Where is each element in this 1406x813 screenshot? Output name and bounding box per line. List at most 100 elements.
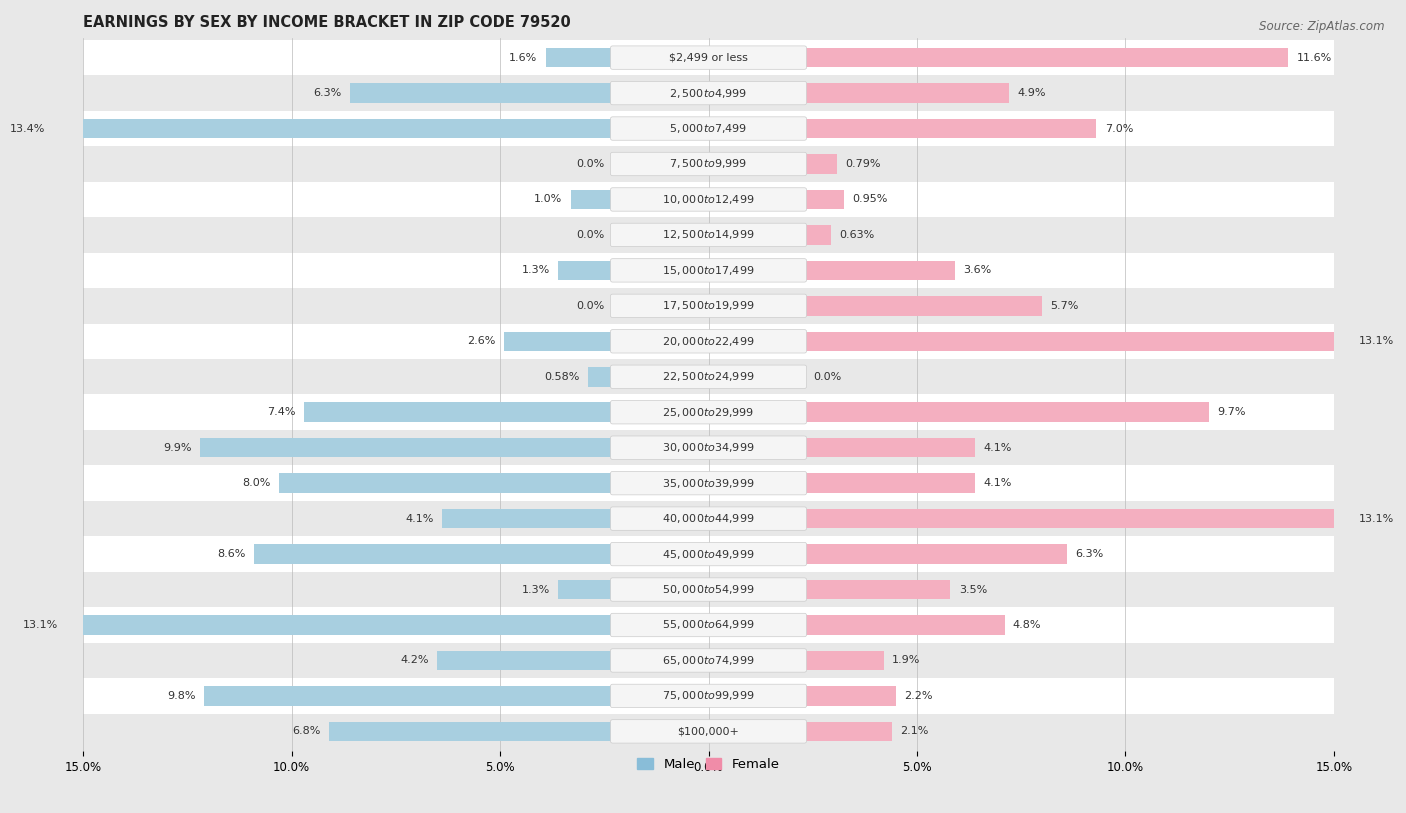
Text: 1.6%: 1.6%	[509, 53, 537, 63]
Text: $12,500 to $14,999: $12,500 to $14,999	[662, 228, 755, 241]
Text: 5.7%: 5.7%	[1050, 301, 1078, 311]
FancyBboxPatch shape	[610, 436, 807, 459]
Text: $100,000+: $100,000+	[678, 726, 740, 737]
Bar	[804, 48, 1288, 67]
Bar	[83, 182, 1334, 217]
Text: 1.3%: 1.3%	[522, 265, 550, 276]
Text: $15,000 to $17,499: $15,000 to $17,499	[662, 264, 755, 277]
Text: 13.1%: 13.1%	[1360, 337, 1395, 346]
Text: 0.0%: 0.0%	[576, 230, 605, 240]
Text: 9.9%: 9.9%	[163, 443, 191, 453]
FancyBboxPatch shape	[610, 46, 807, 69]
Text: 7.4%: 7.4%	[267, 407, 295, 417]
Bar	[204, 686, 613, 706]
Bar	[83, 537, 1334, 572]
Bar	[83, 217, 1334, 253]
Text: 4.1%: 4.1%	[984, 443, 1012, 453]
Text: 0.0%: 0.0%	[576, 301, 605, 311]
Bar	[83, 359, 1334, 394]
Bar	[200, 438, 613, 458]
FancyBboxPatch shape	[610, 649, 807, 672]
Text: 3.5%: 3.5%	[959, 585, 987, 594]
Text: 6.3%: 6.3%	[314, 88, 342, 98]
Text: $55,000 to $64,999: $55,000 to $64,999	[662, 619, 755, 632]
FancyBboxPatch shape	[610, 578, 807, 602]
Bar	[83, 465, 1334, 501]
Text: 2.6%: 2.6%	[467, 337, 496, 346]
Bar	[278, 473, 613, 493]
Bar	[83, 643, 1334, 678]
Text: $40,000 to $44,999: $40,000 to $44,999	[662, 512, 755, 525]
Bar	[804, 473, 976, 493]
FancyBboxPatch shape	[610, 329, 807, 353]
Text: $35,000 to $39,999: $35,000 to $39,999	[662, 476, 755, 489]
Bar	[546, 48, 613, 67]
Text: 4.1%: 4.1%	[984, 478, 1012, 488]
FancyBboxPatch shape	[610, 685, 807, 707]
Text: $25,000 to $29,999: $25,000 to $29,999	[662, 406, 755, 419]
Bar	[804, 119, 1097, 138]
Bar	[804, 189, 844, 209]
Bar	[83, 111, 1334, 146]
Bar	[83, 678, 1334, 714]
Text: 4.8%: 4.8%	[1012, 620, 1042, 630]
FancyBboxPatch shape	[610, 401, 807, 424]
Text: $10,000 to $12,499: $10,000 to $12,499	[662, 193, 755, 206]
Bar	[304, 402, 613, 422]
Text: $20,000 to $22,499: $20,000 to $22,499	[662, 335, 755, 348]
Text: $50,000 to $54,999: $50,000 to $54,999	[662, 583, 755, 596]
Legend: Male, Female: Male, Female	[631, 753, 785, 776]
Bar	[804, 261, 955, 280]
Text: 7.0%: 7.0%	[1105, 124, 1133, 133]
Bar	[83, 714, 1334, 749]
Bar	[571, 189, 613, 209]
Bar	[83, 607, 1334, 643]
Bar	[804, 722, 891, 741]
Bar	[254, 545, 613, 564]
Text: 6.8%: 6.8%	[292, 726, 321, 737]
Bar	[804, 438, 976, 458]
Bar	[804, 83, 1008, 102]
Text: 1.0%: 1.0%	[534, 194, 562, 204]
Text: 0.79%: 0.79%	[845, 159, 882, 169]
Text: 13.1%: 13.1%	[22, 620, 58, 630]
Bar	[804, 225, 831, 245]
Bar	[83, 253, 1334, 288]
Bar	[804, 545, 1067, 564]
FancyBboxPatch shape	[610, 720, 807, 743]
FancyBboxPatch shape	[610, 81, 807, 105]
Bar	[441, 509, 613, 528]
Text: $2,500 to $4,999: $2,500 to $4,999	[669, 86, 748, 99]
Text: 4.1%: 4.1%	[405, 514, 433, 524]
Bar	[804, 615, 1004, 635]
Text: 13.4%: 13.4%	[10, 124, 45, 133]
Bar	[558, 580, 613, 599]
Text: 2.2%: 2.2%	[904, 691, 934, 701]
FancyBboxPatch shape	[610, 259, 807, 282]
Bar	[83, 394, 1334, 430]
Bar	[804, 154, 838, 174]
Bar	[804, 332, 1351, 351]
FancyBboxPatch shape	[610, 613, 807, 637]
Bar	[589, 367, 613, 386]
Text: 9.8%: 9.8%	[167, 691, 195, 701]
Text: 0.0%: 0.0%	[576, 159, 605, 169]
Bar	[83, 146, 1334, 182]
Text: 8.6%: 8.6%	[218, 549, 246, 559]
Text: $45,000 to $49,999: $45,000 to $49,999	[662, 548, 755, 561]
Bar	[437, 650, 613, 670]
Text: 0.58%: 0.58%	[544, 372, 581, 382]
Bar	[804, 509, 1351, 528]
Bar	[804, 580, 950, 599]
FancyBboxPatch shape	[610, 542, 807, 566]
Text: $7,500 to $9,999: $7,500 to $9,999	[669, 158, 748, 171]
FancyBboxPatch shape	[610, 224, 807, 246]
Text: $5,000 to $7,499: $5,000 to $7,499	[669, 122, 748, 135]
Bar	[83, 430, 1334, 465]
Text: 0.95%: 0.95%	[852, 194, 887, 204]
Text: 0.63%: 0.63%	[839, 230, 875, 240]
FancyBboxPatch shape	[610, 365, 807, 389]
Text: Source: ZipAtlas.com: Source: ZipAtlas.com	[1260, 20, 1385, 33]
Text: 11.6%: 11.6%	[1296, 53, 1331, 63]
Text: $22,500 to $24,999: $22,500 to $24,999	[662, 370, 755, 383]
